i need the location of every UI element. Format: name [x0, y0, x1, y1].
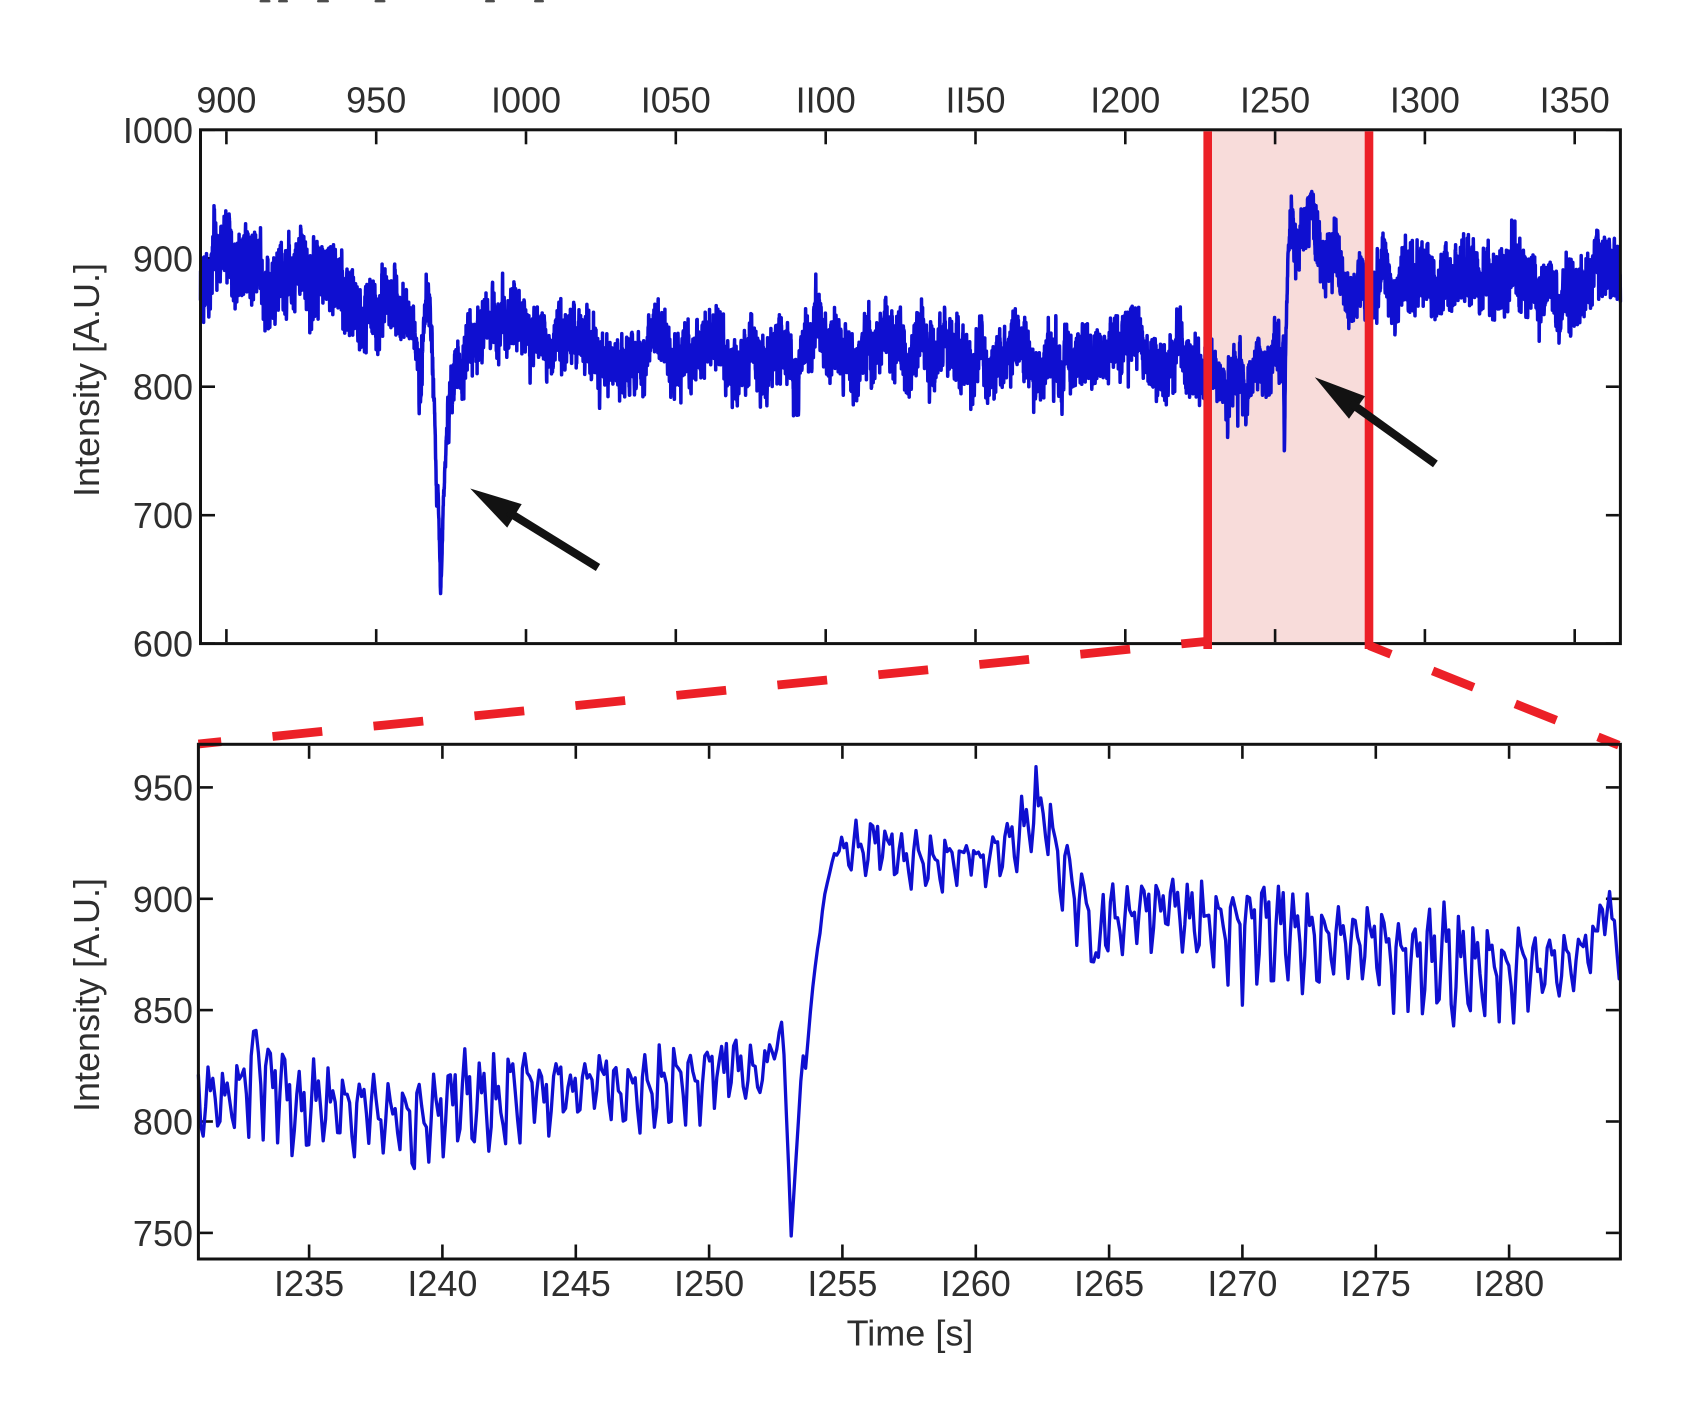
- svg-text:I280: I280: [1474, 1263, 1544, 1304]
- svg-text:I235: I235: [274, 1263, 344, 1304]
- svg-text:I250: I250: [674, 1263, 744, 1304]
- svg-text:800: 800: [133, 367, 193, 408]
- svg-text:Intensity [A.U.]: Intensity [A.U.]: [66, 878, 107, 1112]
- svg-text:I255: I255: [807, 1263, 877, 1304]
- svg-text:900: 900: [133, 238, 193, 279]
- svg-text:I300: I300: [1390, 80, 1460, 121]
- svg-text:II50: II50: [945, 80, 1005, 121]
- svg-text:950: 950: [346, 80, 406, 121]
- svg-text:I275: I275: [1341, 1263, 1411, 1304]
- svg-text:700: 700: [133, 495, 193, 536]
- svg-text:I200: I200: [1090, 80, 1160, 121]
- svg-text:I050: I050: [641, 80, 711, 121]
- svg-text:I350: I350: [1540, 80, 1610, 121]
- svg-text:I260: I260: [941, 1263, 1011, 1304]
- svg-text:I000: I000: [123, 110, 193, 151]
- svg-text:900: 900: [133, 879, 193, 920]
- svg-text:800: 800: [133, 1102, 193, 1143]
- svg-text:I245: I245: [541, 1263, 611, 1304]
- svg-text:Time [s]: Time [s]: [847, 1313, 974, 1354]
- svg-text:750: 750: [133, 1213, 193, 1254]
- svg-text:600: 600: [133, 624, 193, 665]
- svg-text:I240: I240: [407, 1263, 477, 1304]
- svg-text:I250: I250: [1240, 80, 1310, 121]
- svg-text:900: 900: [196, 80, 256, 121]
- svg-text:I000: I000: [491, 80, 561, 121]
- svg-text:II00: II00: [796, 80, 856, 121]
- svg-text:850: 850: [133, 990, 193, 1031]
- svg-text:I270: I270: [1207, 1263, 1277, 1304]
- svg-text:I265: I265: [1074, 1263, 1144, 1304]
- svg-text:950: 950: [133, 767, 193, 808]
- svg-text:Intensity [A.U.]: Intensity [A.U.]: [66, 263, 107, 497]
